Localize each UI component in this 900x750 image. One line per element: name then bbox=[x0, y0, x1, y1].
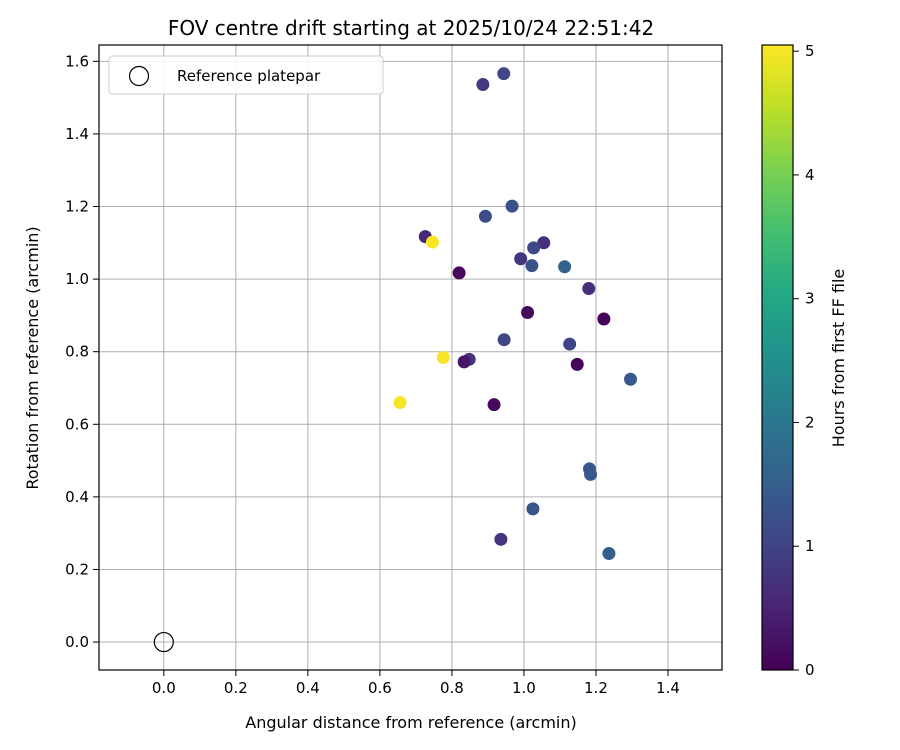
y-tick-label: 1.6 bbox=[65, 52, 89, 70]
data-point bbox=[526, 502, 540, 516]
colorbar-tick-label: 1 bbox=[805, 537, 815, 555]
y-grid-lines bbox=[99, 60, 722, 643]
colorbar-tick-label: 2 bbox=[805, 413, 815, 431]
legend: Reference platepar bbox=[108, 55, 384, 95]
y-tick-label: 1.0 bbox=[65, 270, 89, 288]
x-tick-label: 0.2 bbox=[224, 679, 248, 697]
data-point bbox=[527, 241, 541, 255]
x-axis-label: Angular distance from reference (arcmin) bbox=[245, 713, 576, 732]
data-point bbox=[514, 252, 528, 266]
x-tick-label: 1.4 bbox=[656, 679, 680, 697]
y-tick-label: 0.6 bbox=[65, 415, 89, 433]
y-tick-label: 1.4 bbox=[65, 125, 89, 143]
data-point bbox=[537, 236, 551, 250]
data-point bbox=[582, 282, 596, 296]
data-point bbox=[487, 398, 501, 412]
data-point bbox=[494, 532, 508, 546]
y-tick-label: 1.2 bbox=[65, 198, 89, 216]
x-tick-label: 0.0 bbox=[152, 679, 176, 697]
plot-frame bbox=[98, 44, 723, 671]
x-grid-lines bbox=[163, 45, 669, 670]
x-tick-label: 1.0 bbox=[512, 679, 536, 697]
data-point bbox=[478, 209, 492, 223]
colorbar-gradient bbox=[762, 45, 793, 670]
data-point bbox=[452, 266, 466, 280]
reference-point-group bbox=[153, 631, 174, 653]
data-point bbox=[497, 333, 511, 347]
colorbar-tick-label: 3 bbox=[805, 290, 815, 308]
plot-area bbox=[99, 45, 722, 670]
legend-box bbox=[108, 55, 384, 95]
data-point bbox=[570, 357, 584, 371]
legend-marker bbox=[128, 65, 150, 87]
chart-title: FOV centre drift starting at 2025/10/24 … bbox=[168, 16, 654, 40]
data-point bbox=[525, 259, 539, 273]
colorbar-ticks: 0 1 2 3 4 5 bbox=[793, 42, 815, 679]
y-tick-label: 0.8 bbox=[65, 343, 89, 361]
y-axis-label: Rotation from reference (arcmin) bbox=[23, 226, 42, 489]
x-tick-label: 1.2 bbox=[584, 679, 608, 697]
x-tick-label: 0.4 bbox=[296, 679, 320, 697]
data-point bbox=[521, 305, 535, 319]
x-tick-label: 0.8 bbox=[440, 679, 464, 697]
data-point bbox=[624, 372, 638, 386]
legend-label-reference: Reference platepar bbox=[177, 67, 321, 85]
data-point bbox=[558, 260, 572, 274]
data-point bbox=[476, 78, 490, 92]
y-tick-label: 0.4 bbox=[65, 488, 89, 506]
data-point bbox=[597, 312, 611, 326]
colorbar-tick-label: 5 bbox=[805, 42, 815, 60]
data-point bbox=[425, 235, 439, 249]
colorbar-tick-label: 4 bbox=[805, 166, 815, 184]
data-point bbox=[584, 467, 598, 481]
data-point bbox=[457, 355, 471, 369]
y-tick-label: 0.2 bbox=[65, 560, 89, 578]
colorbar-label: Hours from first FF file bbox=[829, 269, 848, 448]
data-point bbox=[497, 67, 511, 81]
reference-point-marker bbox=[153, 631, 174, 653]
x-tick-label: 0.6 bbox=[368, 679, 392, 697]
y-axis-ticks: 0.0 0.2 0.4 0.6 0.8 1.0 1.2 1.4 1.6 bbox=[65, 52, 99, 651]
data-point bbox=[393, 396, 407, 410]
y-tick-label: 0.0 bbox=[65, 633, 89, 651]
colorbar-tick-label: 0 bbox=[805, 661, 815, 679]
colorbar-frame bbox=[761, 44, 794, 671]
data-point bbox=[563, 337, 577, 351]
x-axis-ticks: 0.0 0.2 0.4 0.6 0.8 1.0 1.2 1.4 bbox=[152, 670, 680, 697]
data-point bbox=[436, 351, 450, 364]
data-points bbox=[393, 67, 638, 560]
colorbar: 0 1 2 3 4 5 Hours from first FF file bbox=[761, 42, 848, 679]
data-point bbox=[505, 199, 519, 213]
data-point bbox=[602, 546, 616, 560]
